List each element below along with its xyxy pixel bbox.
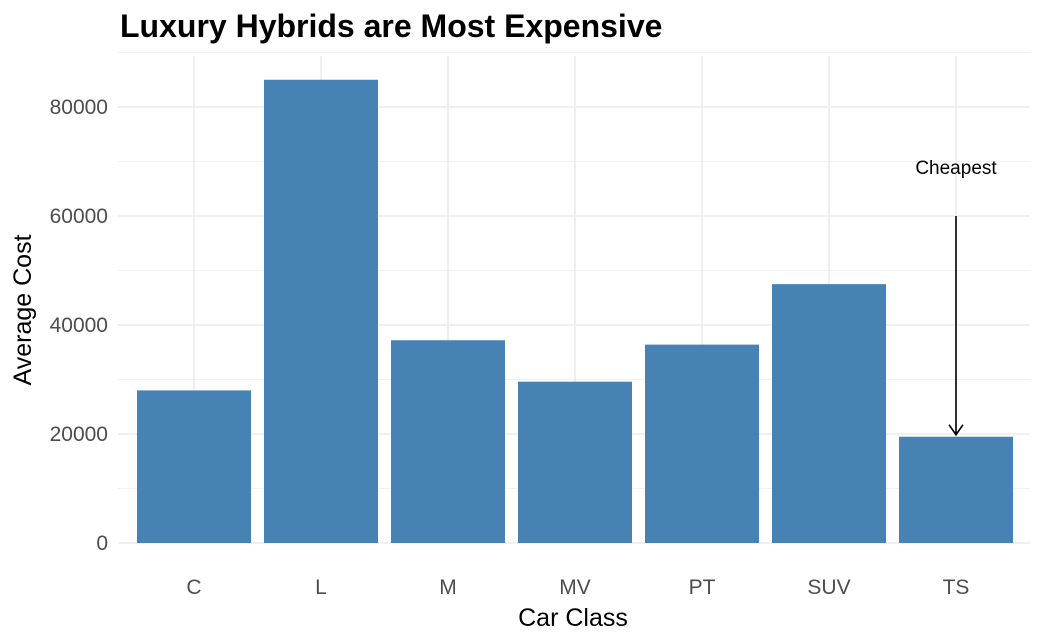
x-axis-title: Car Class: [518, 604, 628, 632]
annotation-arrow-head: [948, 424, 964, 437]
bar-mv: [518, 381, 632, 543]
y-tick-label: 80000: [50, 96, 108, 119]
y-tick-label: 0: [96, 532, 108, 555]
y-tick-label: 20000: [50, 423, 108, 446]
x-tick-label: MV: [559, 576, 591, 599]
y-tick-label: 60000: [50, 205, 108, 228]
x-tick-label: M: [439, 576, 457, 599]
bar-m: [391, 340, 505, 543]
chart-title: Luxury Hybrids are Most Expensive: [120, 8, 662, 44]
bar-c: [137, 390, 251, 543]
x-tick-label: TS: [943, 576, 970, 599]
bar-l: [264, 79, 378, 543]
x-tick-label: C: [186, 576, 201, 599]
bar-suv: [772, 284, 886, 543]
y-tick-label: 40000: [50, 314, 108, 337]
x-tick-label: SUV: [807, 576, 850, 599]
y-axis-title: Average Cost: [9, 234, 37, 385]
bars: [137, 79, 1013, 543]
bar-pt: [645, 344, 759, 543]
x-tick-label: PT: [689, 576, 716, 599]
annotation-label: Cheapest: [915, 158, 997, 179]
x-tick-label: L: [315, 576, 327, 599]
bar-ts: [899, 436, 1013, 543]
tick-labels: 0 20000 40000 60000 80000 C L M MV PT SUV TS: [50, 96, 970, 599]
annotations: Cheapest: [915, 158, 997, 437]
